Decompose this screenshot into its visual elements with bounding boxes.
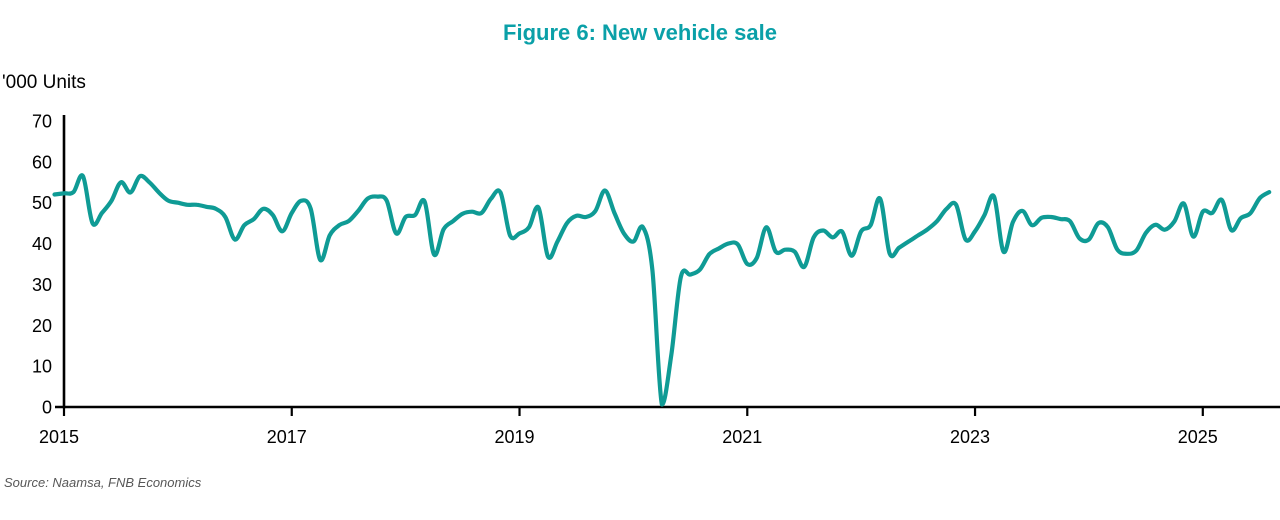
x-tick-label: 2015 — [39, 427, 79, 447]
series-line — [52, 173, 1272, 407]
x-tick-label: 2019 — [494, 427, 534, 447]
y-tick-label: 60 — [32, 152, 52, 172]
x-tick-label: 2017 — [267, 427, 307, 447]
y-tick-label: 20 — [32, 316, 52, 336]
x-tick-label: 2023 — [950, 427, 990, 447]
y-tick-label: 40 — [32, 234, 52, 254]
source-note: Source: Naamsa, FNB Economics — [4, 475, 202, 490]
y-tick-label: 30 — [32, 275, 52, 295]
y-tick-label: 70 — [32, 112, 52, 132]
x-tick-label: 2021 — [722, 427, 762, 447]
y-axis-unit-label: '000 Units — [2, 72, 86, 93]
y-tick-label: 0 — [42, 398, 52, 418]
y-tick-label: 50 — [32, 193, 52, 213]
x-tick-label: 2025 — [1178, 427, 1218, 447]
y-tick-label: 10 — [32, 357, 52, 377]
chart-title: Figure 6: New vehicle sale — [503, 20, 777, 45]
